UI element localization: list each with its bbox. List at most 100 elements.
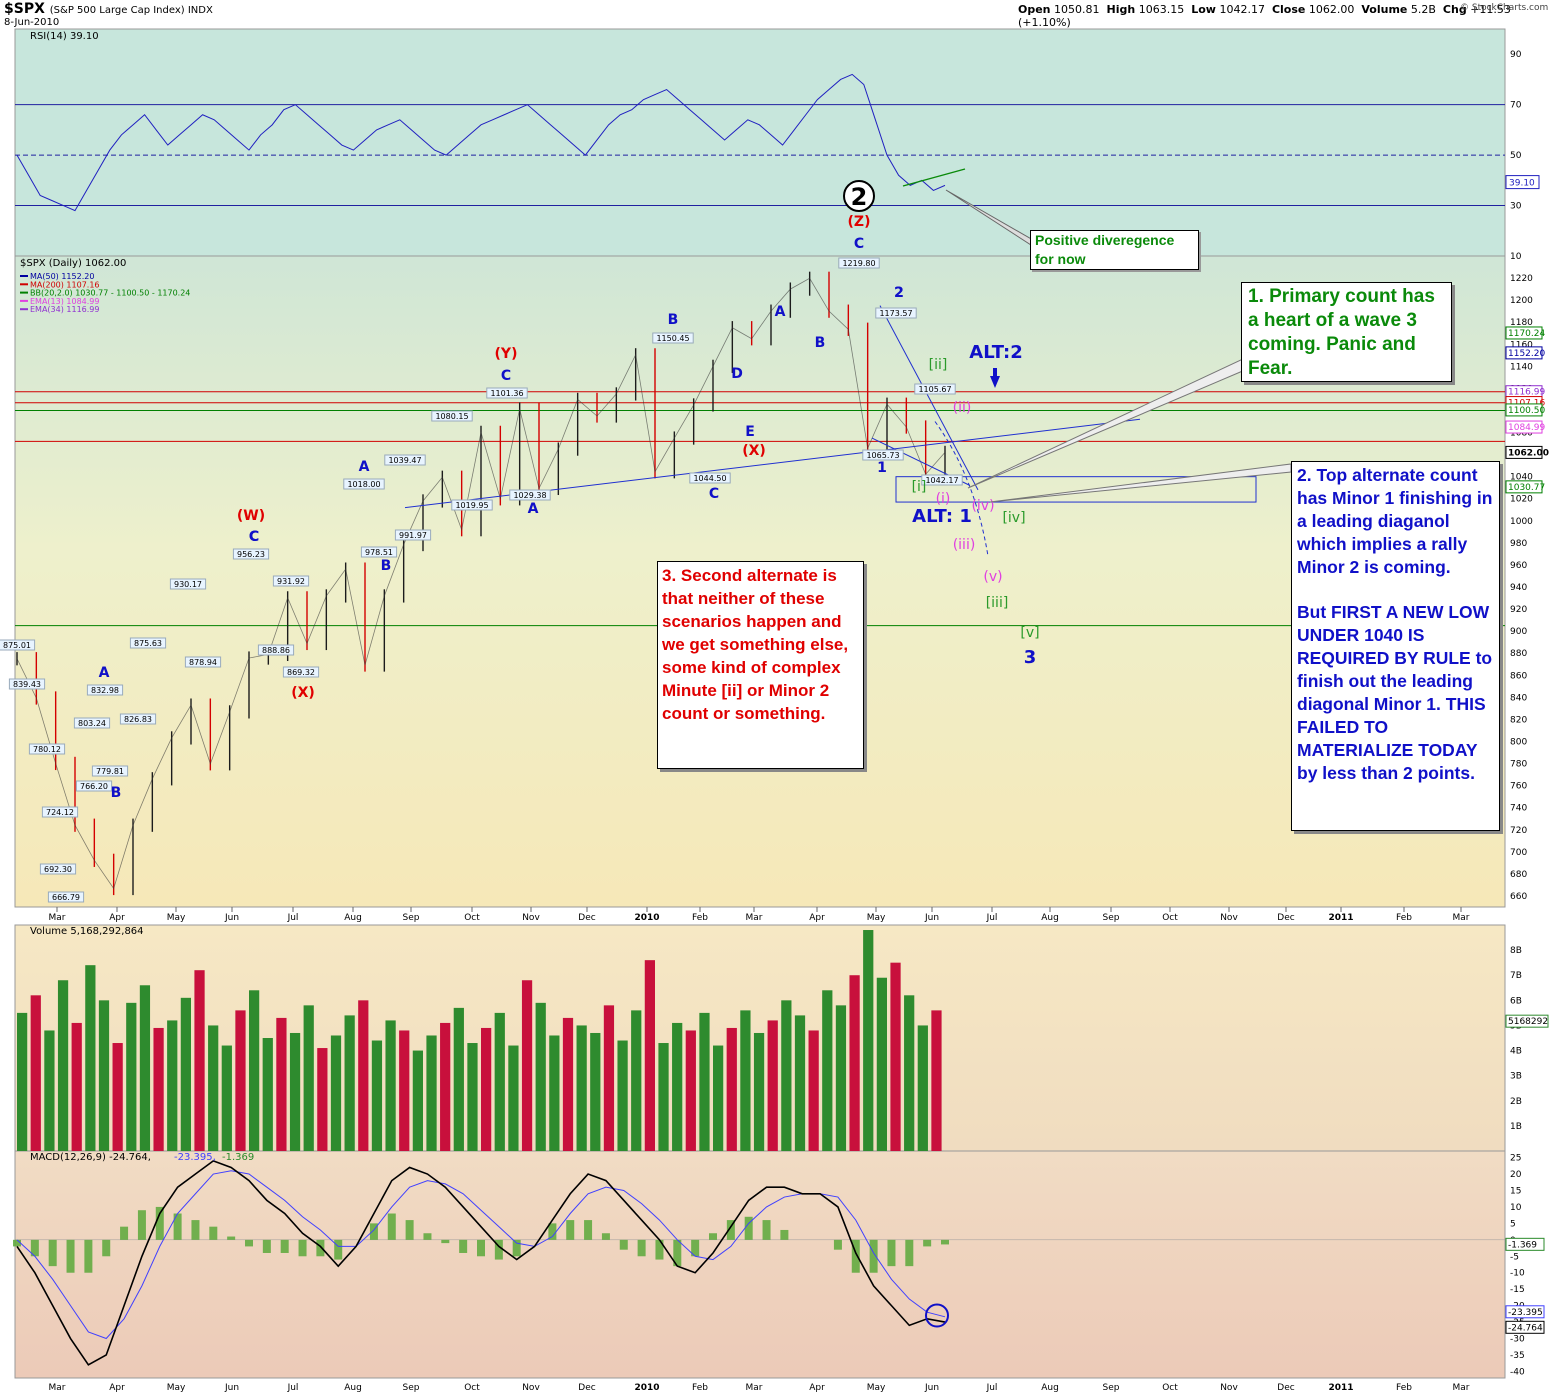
price-value-tag <box>1505 480 1543 494</box>
pivot-label-box <box>862 449 904 461</box>
wave-label: [iii] <box>986 595 1009 611</box>
x-tick-label-bottom: Sep <box>403 1383 420 1393</box>
price-tick-label: 720 <box>1510 826 1527 836</box>
wave-label: C <box>854 236 864 252</box>
macd-histogram-bar <box>191 1220 200 1240</box>
open-value: 1050.81 <box>1054 3 1100 16</box>
macd-histogram-bar <box>566 1220 575 1240</box>
rsi-tick-label: 90 <box>1510 50 1522 60</box>
primary-wave-2-circle <box>843 180 875 212</box>
price-layer <box>16 271 1257 896</box>
pivot-label-box <box>360 546 398 558</box>
volume-bar <box>849 975 860 1151</box>
volume-bar <box>904 995 915 1151</box>
x-tick-label: May <box>167 913 186 923</box>
macd-histogram-bar <box>869 1239 878 1273</box>
price-value-label: 1152.20 <box>1508 349 1545 359</box>
wave-label: B <box>815 335 826 351</box>
macd-histogram-bar <box>887 1239 896 1267</box>
volume-bar <box>289 1032 301 1151</box>
macd-histogram-bar <box>298 1239 307 1257</box>
macd-histogram-bar <box>30 1239 39 1257</box>
macd-value-label: -23.395 <box>1508 1308 1543 1318</box>
macd-histogram-bar <box>66 1239 75 1273</box>
ohlc-readout: Open 1050.81 High 1063.15 Low 1042.17 Cl… <box>1018 3 1550 29</box>
macd-histogram-bar <box>780 1229 789 1240</box>
volume-bar <box>98 1000 110 1151</box>
macd-line <box>16 1159 946 1366</box>
volume-bar <box>30 995 41 1151</box>
x-tick-label-bottom: Oct <box>1162 1383 1178 1393</box>
volume-bar <box>453 1007 464 1151</box>
macd-histogram-bar <box>923 1239 932 1247</box>
wave-label: A <box>775 304 786 320</box>
x-tick-label-bottom: Dec <box>1277 1383 1294 1393</box>
macd-value-tag <box>1505 1237 1545 1251</box>
primary-wave-2-label: 2 <box>851 183 868 211</box>
volume-bar <box>808 1030 819 1151</box>
pivot-label: 931.92 <box>277 577 305 586</box>
overlay-legend: BB(20,2.0) 1030.77 - 1100.50 - 1170.24 <box>30 289 190 298</box>
pivot-label: 1042.17 <box>925 476 958 485</box>
x-tick-label: Aug <box>1041 913 1059 923</box>
volume-bar <box>481 1027 492 1151</box>
pivot-label-box <box>47 891 85 903</box>
price-tick-label: 1040 <box>1510 473 1533 483</box>
price-tick-label: 760 <box>1510 782 1527 792</box>
volume-bar <box>412 1050 423 1151</box>
volume-bar <box>521 980 533 1151</box>
macd-histogram-bar <box>584 1220 593 1240</box>
pivot-label: 956.23 <box>237 550 265 559</box>
price-tick-label: 1160 <box>1510 340 1533 350</box>
volume-tick-label: 6B <box>1510 996 1522 1006</box>
volume-bar <box>713 1045 724 1151</box>
x-tick-label: Mar <box>1453 913 1470 923</box>
pivot-label-box <box>169 578 207 590</box>
volume-bar <box>358 1000 369 1151</box>
pivot-label-box <box>272 575 310 587</box>
x-tick-label: Apr <box>809 913 825 923</box>
macd-histogram-bar <box>137 1210 146 1240</box>
wave-label: D <box>731 366 743 382</box>
wave-label: A <box>359 459 370 475</box>
pivot-label: 826.83 <box>124 715 152 724</box>
rsi-legend: RSI(14) 39.10 <box>30 31 99 42</box>
volume-tick-label: 8B <box>1510 946 1522 956</box>
chart-title: $SPX (S&P 500 Large Cap Index) INDX <box>4 1 213 17</box>
volume-bar <box>726 1027 737 1151</box>
macd-histogram-bar <box>155 1206 164 1240</box>
pivot-label: 1105.67 <box>918 385 951 394</box>
macd-histogram-bar <box>851 1239 860 1273</box>
volume-bar <box>399 1030 410 1151</box>
rsi-line <box>16 73 946 212</box>
pivot-label: 1150.45 <box>656 334 689 343</box>
pivot-label: 978.51 <box>365 548 393 557</box>
volume-value-tag <box>1505 1014 1549 1028</box>
x-tick-label: Mar <box>746 913 763 923</box>
price-tick-label: 1200 <box>1510 296 1533 306</box>
pivot-label: 724.12 <box>46 808 74 817</box>
x-tick-label-bottom: Dec <box>578 1383 595 1393</box>
x-tick-label-bottom: Jul <box>986 1383 998 1393</box>
volume-bar <box>617 1040 628 1151</box>
wave-label: ALT: 1 <box>912 506 972 527</box>
price-tick-label: 1220 <box>1510 274 1533 284</box>
volume-bar <box>890 962 901 1151</box>
macd-histogram-bar <box>280 1239 289 1253</box>
macd-value-tag <box>1505 1305 1545 1319</box>
rsi-layer <box>16 73 966 212</box>
pivot-label: 803.24 <box>78 719 106 728</box>
volume-bar <box>194 970 205 1151</box>
macd-histogram-bar <box>387 1213 396 1240</box>
pivot-label-box <box>652 332 694 344</box>
target-box <box>895 476 1257 503</box>
pivot-label: 1101.36 <box>490 389 523 398</box>
pivot-label-box <box>75 780 113 792</box>
rsi-tick-label: 50 <box>1510 151 1522 161</box>
alt2-arrow <box>990 376 1000 388</box>
volume-bar <box>863 930 874 1151</box>
wave-label: (W) <box>237 508 265 524</box>
volume-bar <box>153 1027 164 1151</box>
primary-count-note: 1. Primary count has a heart of a wave 3… <box>1241 282 1452 382</box>
x-tick-label: Sep <box>1103 913 1120 923</box>
